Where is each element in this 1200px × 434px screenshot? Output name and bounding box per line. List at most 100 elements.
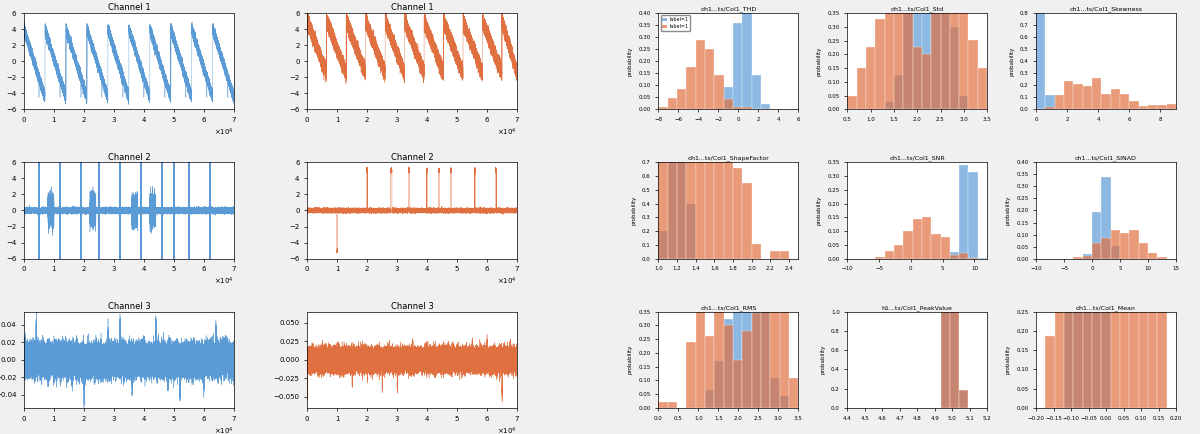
Bar [1166,104,1176,109]
Bar [922,54,931,109]
Bar [959,390,968,408]
Bar [659,108,667,259]
Bar [733,360,743,408]
Bar [780,301,788,408]
Bar [733,23,743,109]
Bar [706,336,714,408]
Bar [1111,247,1120,259]
Bar [931,13,941,109]
Title: ch1...ts/Col1_SINAD: ch1...ts/Col1_SINAD [1075,155,1136,161]
Bar [686,67,696,109]
Bar [751,243,761,259]
Bar [1148,253,1157,259]
Bar [696,39,706,109]
Bar [1157,257,1166,259]
Bar [1129,230,1139,259]
Bar [733,107,743,109]
Bar [904,0,912,109]
Bar [677,89,686,109]
Bar [677,138,686,259]
Bar [1148,105,1157,109]
Text: $\times10^4$: $\times10^4$ [497,276,517,287]
Bar [922,217,931,259]
Bar [1082,86,1092,109]
Bar [724,153,733,259]
Title: dh1...ts/Col1_Mean: dh1...ts/Col1_Mean [1076,305,1136,311]
Bar [884,0,894,109]
Bar [1102,0,1111,408]
Bar [1064,0,1074,408]
Bar [1092,0,1102,408]
Bar [667,98,677,109]
Bar [706,390,714,408]
Bar [686,342,696,408]
Bar [866,47,875,109]
Bar [1064,81,1074,109]
Bar [1102,94,1111,109]
Bar [1120,233,1129,259]
Bar [959,95,968,109]
Bar [1074,84,1082,109]
Bar [1139,243,1148,259]
Text: $\times10^4$: $\times10^4$ [214,127,234,138]
Y-axis label: probability: probability [821,345,826,375]
Title: Channel 1: Channel 1 [108,3,150,12]
Bar [1055,191,1064,408]
Bar [950,252,959,259]
Bar [667,0,677,259]
Bar [941,0,950,109]
Bar [733,137,743,408]
Legend: label=1, label=1: label=1, label=1 [661,16,690,31]
Bar [922,0,931,109]
Text: $\times10^4$: $\times10^4$ [497,425,517,434]
Y-axis label: probability: probability [631,196,636,225]
Bar [875,257,884,259]
Bar [894,245,904,259]
Bar [950,0,959,408]
Title: dh1...ts/Col1_SNR: dh1...ts/Col1_SNR [889,155,946,161]
Y-axis label: probability: probability [628,345,632,375]
Bar [686,204,696,259]
Bar [884,251,894,259]
Bar [1139,106,1148,109]
Title: Channel 3: Channel 3 [391,302,433,311]
Bar [1102,177,1111,259]
Bar [904,0,912,109]
Bar [714,75,724,109]
Bar [941,0,950,109]
Bar [1102,119,1111,408]
Bar [1092,78,1102,109]
Bar [1129,101,1139,109]
Bar [904,231,912,259]
Bar [950,255,959,259]
Bar [1157,191,1166,408]
Bar [751,131,761,408]
Bar [743,183,751,259]
Bar [950,0,959,109]
Bar [912,47,922,109]
Bar [761,104,770,109]
Title: dh1...ts/Col1_Std: dh1...ts/Col1_Std [890,6,943,12]
Y-axis label: probability: probability [817,46,822,76]
Bar [1045,95,1055,109]
Bar [1045,336,1055,408]
Bar [968,258,978,259]
Bar [959,165,968,259]
Bar [1074,0,1082,408]
Bar [788,378,798,408]
Bar [761,217,770,408]
Bar [659,107,667,109]
Bar [751,75,761,109]
Bar [770,241,780,408]
Bar [743,107,751,109]
Title: dh1...ts/Col1_THD: dh1...ts/Col1_THD [701,6,756,12]
Bar [912,219,922,259]
Text: $\times10^4$: $\times10^4$ [214,276,234,287]
Bar [780,251,788,259]
Bar [1120,94,1129,109]
Bar [1129,0,1139,408]
Bar [941,10,950,408]
Bar [968,172,978,259]
Bar [1082,0,1092,408]
Bar [1036,0,1045,109]
